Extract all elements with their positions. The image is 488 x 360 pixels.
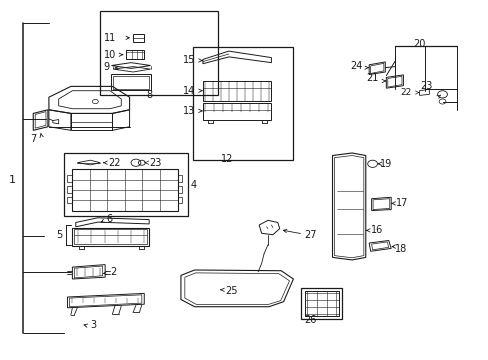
Bar bbox=[72, 169, 177, 211]
Text: 11: 11 bbox=[103, 33, 116, 43]
Bar bbox=[67, 175, 72, 182]
Text: 19: 19 bbox=[380, 159, 392, 169]
Bar bbox=[177, 197, 182, 203]
Text: 18: 18 bbox=[394, 244, 407, 254]
Text: 2: 2 bbox=[110, 267, 116, 277]
Text: 12: 12 bbox=[221, 154, 233, 164]
Text: 24: 24 bbox=[350, 60, 362, 71]
Bar bbox=[177, 175, 182, 182]
Text: 17: 17 bbox=[395, 198, 407, 208]
Text: 15: 15 bbox=[183, 55, 195, 66]
Text: 16: 16 bbox=[370, 225, 382, 235]
Text: 6: 6 bbox=[106, 214, 113, 224]
Text: 25: 25 bbox=[224, 286, 237, 296]
Text: 27: 27 bbox=[304, 230, 316, 240]
Text: 1: 1 bbox=[9, 175, 16, 185]
Text: 14: 14 bbox=[183, 86, 195, 96]
Text: 5: 5 bbox=[56, 230, 62, 240]
Text: 26: 26 bbox=[304, 315, 316, 325]
Bar bbox=[300, 288, 342, 319]
Text: 13: 13 bbox=[183, 106, 195, 116]
Text: 22: 22 bbox=[400, 89, 411, 98]
Text: 8: 8 bbox=[146, 90, 152, 100]
Text: 7: 7 bbox=[30, 134, 37, 144]
Text: 20: 20 bbox=[412, 39, 425, 49]
Bar bbox=[67, 197, 72, 203]
Text: 22: 22 bbox=[108, 158, 121, 168]
Bar bbox=[177, 186, 182, 193]
Text: 3: 3 bbox=[90, 320, 97, 330]
Bar bbox=[100, 11, 217, 95]
Text: 21: 21 bbox=[366, 73, 378, 84]
Text: 23: 23 bbox=[420, 81, 432, 91]
Bar bbox=[67, 186, 72, 193]
Text: 4: 4 bbox=[190, 180, 197, 190]
Text: 23: 23 bbox=[149, 158, 161, 168]
Bar bbox=[63, 153, 188, 216]
Text: 10: 10 bbox=[103, 50, 116, 60]
Bar bbox=[193, 47, 293, 160]
Text: 9: 9 bbox=[103, 62, 110, 72]
Bar bbox=[304, 291, 338, 316]
